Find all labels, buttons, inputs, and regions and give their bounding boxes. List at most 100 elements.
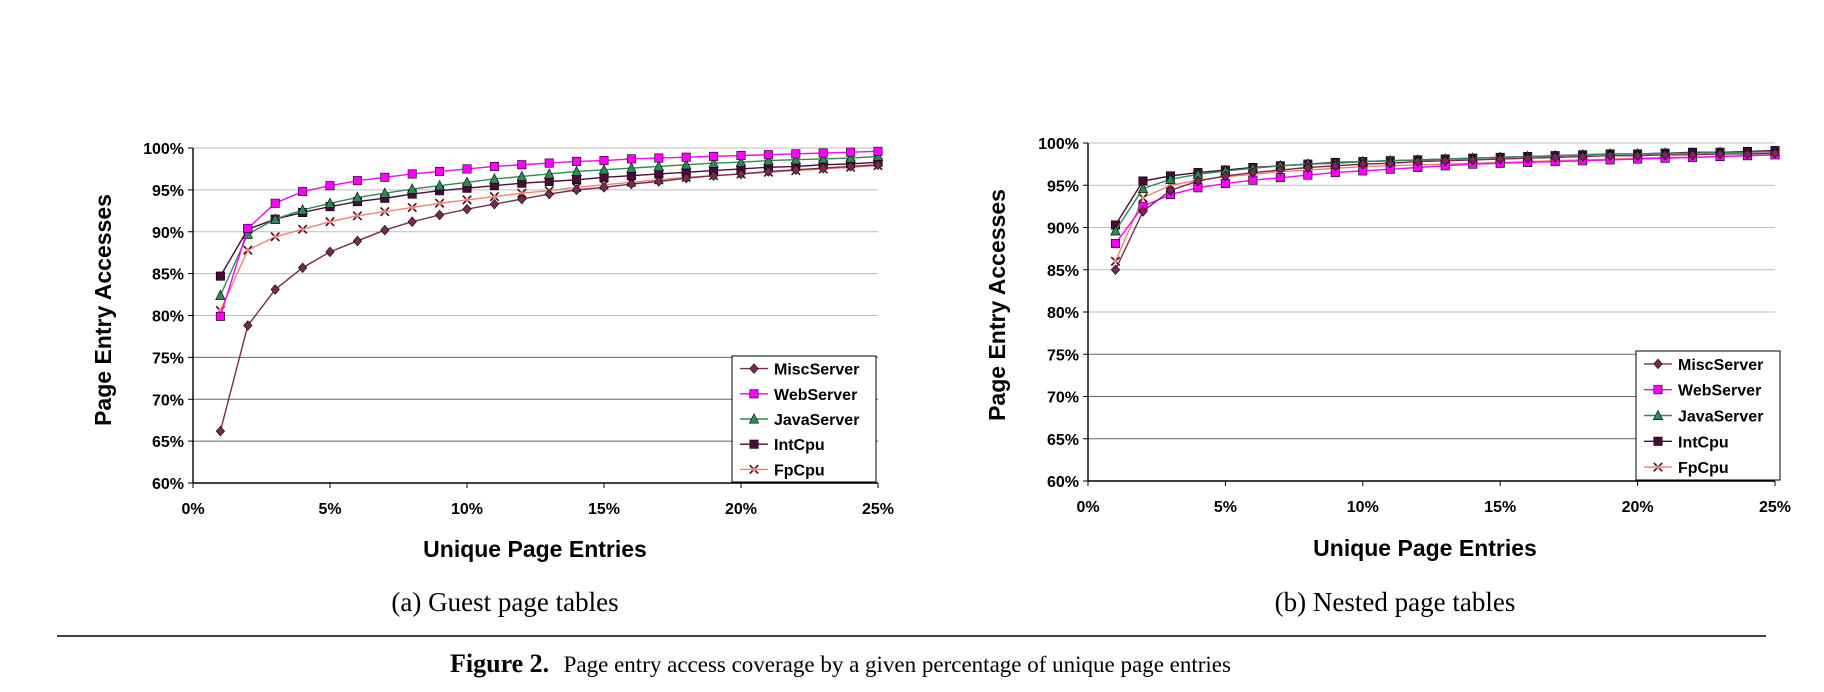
- x-tick-label: 5%: [1214, 499, 1237, 516]
- legend: MiscServer WebServer JavaServer IntCpu FpCpu: [1635, 350, 1781, 481]
- data-point: [517, 188, 527, 198]
- legend-label: JavaServer: [1678, 409, 1763, 426]
- data-point: [1523, 152, 1533, 164]
- data-point: [1248, 167, 1258, 178]
- legend-label: FpCpu: [774, 462, 825, 479]
- legend-label: MiscServer: [1678, 357, 1763, 374]
- data-point: [1660, 149, 1670, 161]
- legend-label: FpCpu: [1678, 460, 1729, 477]
- data-point: [544, 188, 554, 200]
- data-point: [1385, 158, 1395, 169]
- legend-label: MiscServer: [774, 362, 859, 379]
- data-point: [1715, 148, 1725, 160]
- data-point: [654, 176, 664, 187]
- data-point: [1220, 170, 1230, 182]
- data-point: [681, 172, 691, 184]
- data-point: [846, 161, 856, 172]
- figure-caption-label: Figure 2.: [450, 649, 549, 678]
- x-tick-label: 20%: [1622, 499, 1654, 516]
- data-point: [709, 170, 719, 181]
- y-tick-label: 100%: [1038, 136, 1079, 153]
- data-point: [489, 173, 500, 184]
- data-point: [818, 148, 828, 158]
- figure-caption: Figure 2. Page entry access coverage by …: [450, 649, 1231, 678]
- data-point: [736, 168, 746, 180]
- data-point: [298, 262, 308, 274]
- x-tick-label: 15%: [588, 501, 620, 518]
- data-point: [215, 311, 225, 321]
- data-point: [763, 154, 774, 166]
- data-point: [599, 172, 609, 182]
- legend-label: JavaServer: [774, 412, 859, 429]
- data-point: [708, 157, 719, 168]
- data-point: [873, 146, 883, 156]
- data-point: [1742, 148, 1753, 160]
- data-point: [544, 177, 554, 187]
- data-point: [763, 150, 773, 160]
- data-point: [243, 320, 253, 331]
- data-point: [1770, 147, 1780, 159]
- data-point: [462, 195, 472, 205]
- data-point: [681, 152, 691, 162]
- legend-marker: [1653, 462, 1663, 472]
- data-point: [1193, 175, 1203, 187]
- data-point: [598, 163, 610, 175]
- data-point: [434, 198, 445, 209]
- x-tick-label: 10%: [451, 501, 483, 518]
- data-point: [352, 176, 362, 186]
- data-point: [270, 284, 280, 295]
- legend-label: WebServer: [1678, 383, 1761, 400]
- data-point: [380, 206, 390, 217]
- data-point: [790, 153, 801, 165]
- legend-marker: [749, 389, 759, 399]
- data-point: [407, 216, 417, 227]
- data-point: [270, 198, 280, 208]
- data-point: [763, 166, 773, 177]
- data-point: [489, 161, 499, 171]
- data-point: [1687, 149, 1698, 161]
- subcaption-nested: (b) Nested page tables: [1275, 587, 1516, 617]
- chart-panel-nested: Page Entry Accesses Unique Page Entries …: [984, 136, 1791, 617]
- data-point: [435, 166, 445, 176]
- legend-label: IntCpu: [1678, 434, 1729, 451]
- legend-marker: [749, 439, 759, 449]
- data-point: [352, 211, 363, 221]
- x-tick-label: 0%: [1076, 499, 1099, 516]
- data-point: [544, 168, 555, 179]
- legend-marker: [1653, 385, 1663, 395]
- data-point: [572, 175, 582, 185]
- data-point: [324, 197, 336, 208]
- y-tick-label: 70%: [1047, 390, 1079, 407]
- data-point: [1440, 155, 1450, 167]
- data-point: [270, 213, 281, 224]
- chart-panel-guest: Page Entry Accesses Unique Page Entries …: [90, 141, 894, 617]
- data-point: [1110, 264, 1121, 276]
- data-point: [517, 160, 527, 170]
- data-point: [1303, 162, 1313, 173]
- data-point: [1275, 164, 1285, 176]
- y-tick-label: 85%: [1047, 263, 1079, 280]
- y-tick-label: 90%: [152, 225, 184, 242]
- legend: MiscServer WebServer JavaServer IntCpu FpCpu: [731, 355, 877, 483]
- data-point: [243, 245, 253, 255]
- data-point: [489, 191, 500, 202]
- y-tick-label: 75%: [1047, 347, 1079, 364]
- x-tick-label: 5%: [318, 501, 341, 518]
- data-point: [1165, 185, 1176, 196]
- y-tick-label: 65%: [152, 434, 184, 451]
- data-point: [407, 183, 418, 194]
- series-MiscServer: [1110, 147, 1780, 276]
- data-point: [599, 156, 609, 166]
- data-point: [243, 223, 253, 233]
- y-tick-label: 100%: [143, 141, 184, 158]
- data-point: [380, 172, 390, 182]
- data-point: [1495, 153, 1505, 165]
- data-point: [462, 164, 472, 174]
- data-point: [215, 425, 225, 437]
- legend-label: IntCpu: [774, 437, 825, 454]
- data-point: [379, 187, 390, 198]
- x-axis-title: Unique Page Entries: [423, 536, 647, 562]
- data-point: [407, 169, 417, 179]
- y-tick-label: 65%: [1047, 432, 1079, 449]
- data-point: [1468, 154, 1478, 166]
